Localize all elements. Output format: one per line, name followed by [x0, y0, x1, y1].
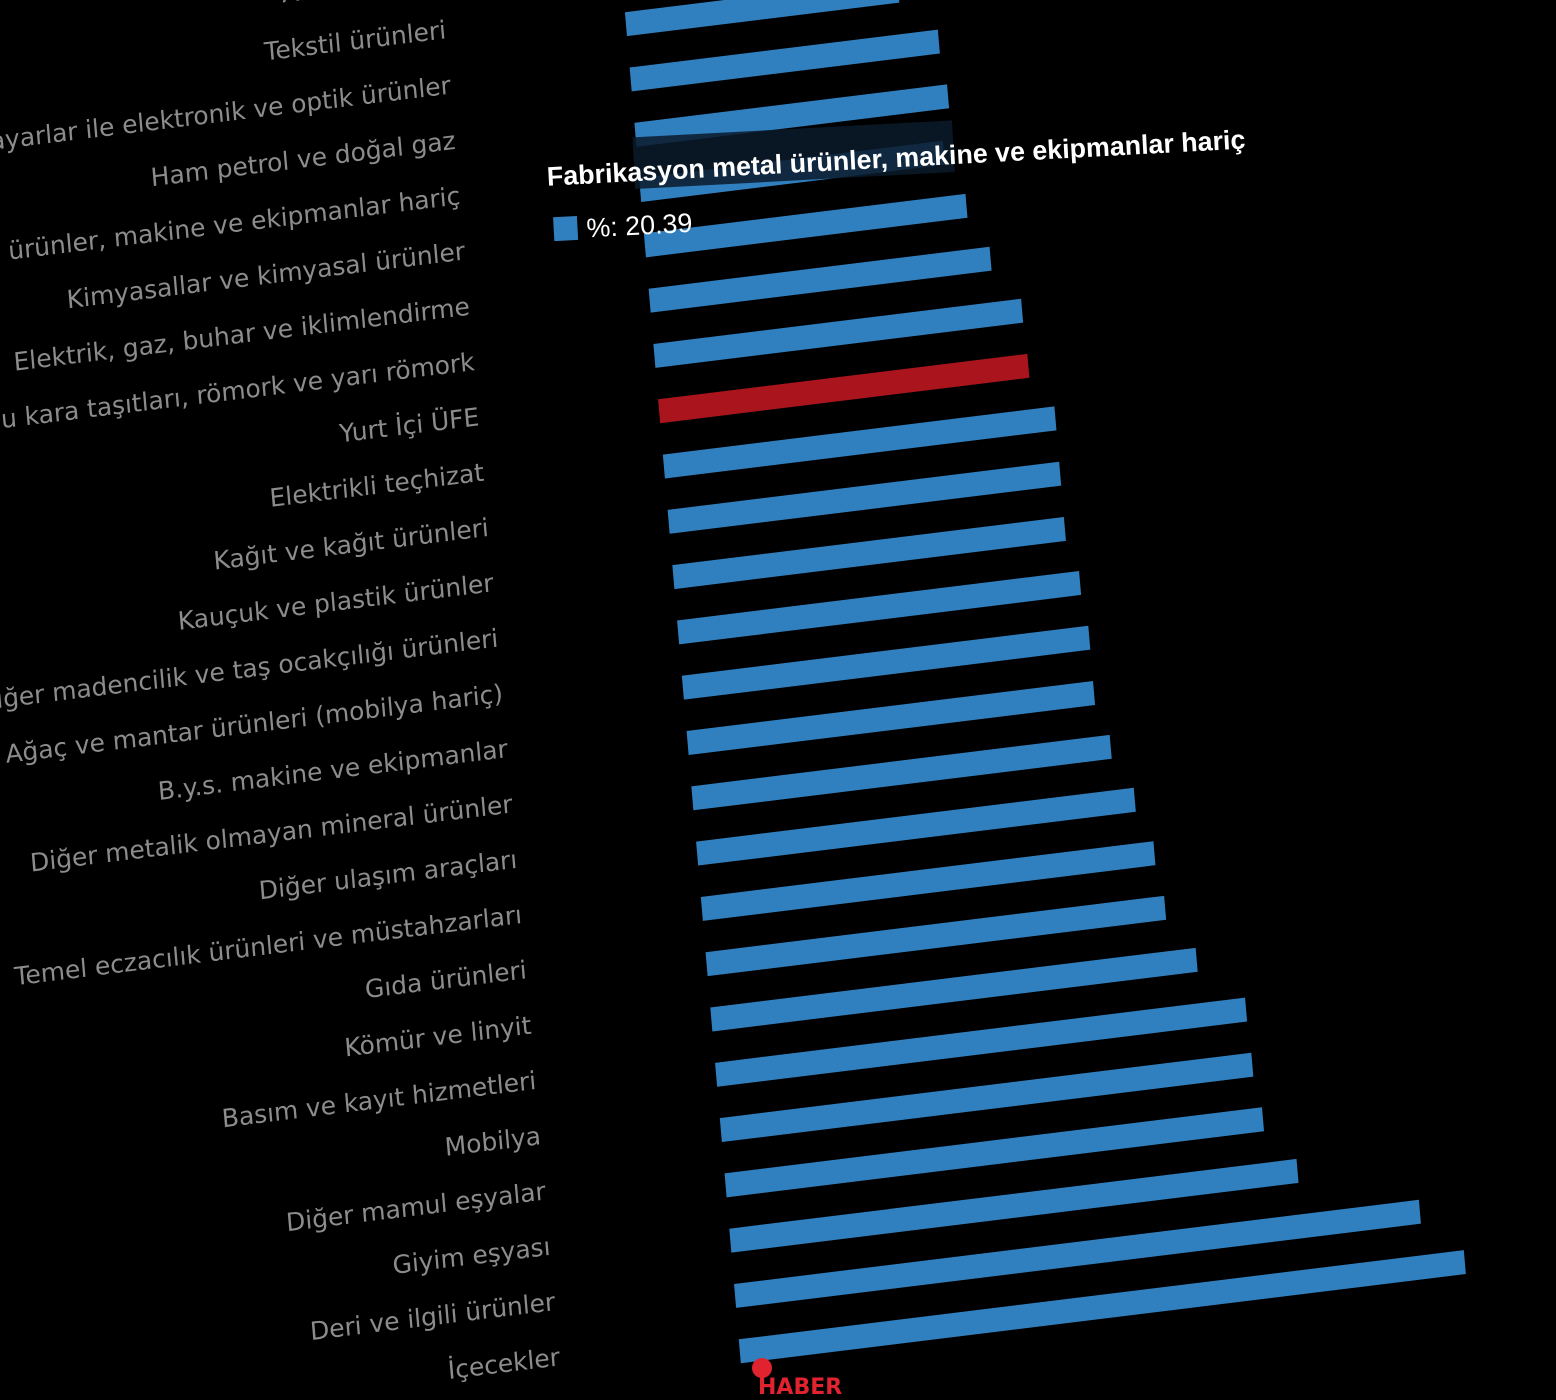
bar-16[interactable] [696, 787, 1136, 866]
category-label-10: Kağıt ve kağıt ürünleri [212, 513, 489, 576]
bar-2[interactable] [629, 29, 940, 92]
tooltip-swatch [553, 216, 579, 242]
category-label-18: Gıda ürünleri [364, 955, 528, 1004]
category-label-25: İçecekler [447, 1342, 562, 1385]
bar-21[interactable] [719, 1052, 1254, 1143]
category-label-11: Kauçuk ve plastik ürünler [177, 568, 496, 636]
bar-6[interactable] [648, 246, 992, 313]
bar-14[interactable] [686, 681, 1096, 755]
bars-group [624, 0, 1466, 1364]
logo-circle [752, 1358, 772, 1378]
bar-19[interactable] [710, 947, 1198, 1032]
category-label-16: Diğer ulaşım araçları [258, 845, 519, 906]
category-label-3: Ham petrol ve doğal gaz [150, 126, 457, 192]
bar-18[interactable] [705, 895, 1167, 977]
bar-8[interactable] [658, 353, 1030, 424]
bar-20[interactable] [715, 997, 1248, 1087]
category-label-9: Elektrikli teçhizat [268, 458, 485, 513]
bar-11[interactable] [672, 517, 1066, 590]
category-label-0: Ana metaller [281, 0, 444, 8]
bar-22[interactable] [724, 1107, 1265, 1198]
bar-1[interactable] [624, 0, 900, 37]
bar-9[interactable] [662, 406, 1057, 479]
bar-13[interactable] [681, 625, 1091, 700]
category-label-19: Kömür ve linyit [343, 1011, 532, 1063]
brand-logo: HABER [752, 1358, 842, 1400]
tooltip-bg [632, 120, 955, 190]
bar-15[interactable] [691, 734, 1112, 811]
bar-12[interactable] [677, 571, 1082, 645]
bar-10[interactable] [667, 461, 1062, 534]
category-label-23: Giyim eşyası [391, 1232, 551, 1280]
bar-5[interactable] [643, 193, 968, 258]
bar-7[interactable] [653, 298, 1024, 368]
bar-24[interactable] [734, 1199, 1421, 1308]
bar-25[interactable] [738, 1250, 1466, 1364]
category-label-8: Yurt İçi ÜFE [337, 402, 480, 448]
tooltip-value: %: 20.39 [586, 208, 693, 244]
logo-text: HABER [758, 1375, 842, 1400]
category-label-22: Diğer mamul eşyalar [285, 1176, 548, 1237]
category-label-21: Mobilya [444, 1121, 542, 1162]
category-label-1: Tekstil ürünleri [262, 15, 447, 66]
bar-23[interactable] [729, 1158, 1299, 1253]
bar-17[interactable] [700, 841, 1156, 921]
category-label-20: Basım ve kayıt hizmetleri [221, 1066, 538, 1134]
bar-3[interactable] [634, 84, 950, 147]
category-label-24: Deri ve ilgili ürünler [309, 1287, 557, 1346]
